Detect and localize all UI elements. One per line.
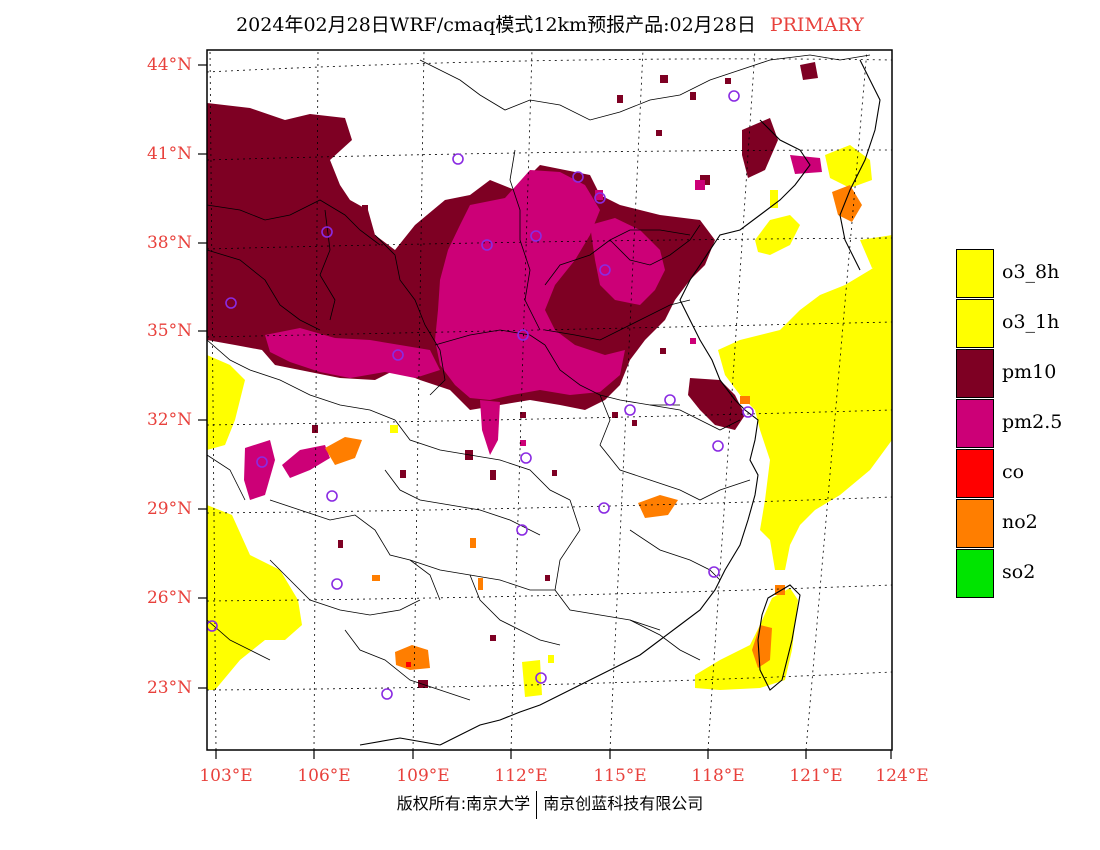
graticule (207, 50, 892, 750)
station-marker (535, 672, 547, 684)
title-text: 2024年02月28日WRF/cmaq模式12km预报产品:02月28日 (236, 14, 756, 36)
o3-region-taiwan-strait (695, 588, 798, 690)
legend-label: pm10 (1002, 361, 1057, 383)
pm25-region-central (435, 170, 625, 400)
legend-swatch (956, 449, 994, 498)
station-marker (225, 297, 237, 309)
station-marker (708, 566, 720, 578)
station-marker (517, 329, 529, 341)
station-marker (572, 171, 584, 183)
station-marker (598, 502, 610, 514)
station-marker (321, 226, 333, 238)
pm25-region-east (590, 218, 665, 305)
station-marker (530, 230, 542, 242)
lat-label-26: 26°N (146, 588, 192, 608)
legend-swatch (956, 399, 994, 448)
no2-patch-south (395, 645, 430, 670)
o3-region-ne-east (860, 235, 892, 268)
lon-label-112: 112°E (494, 766, 548, 786)
legend-label: so2 (1002, 561, 1036, 583)
station-marker (599, 264, 611, 276)
legend-swatch (956, 299, 994, 348)
station-marker (664, 394, 676, 406)
no2-patch-small-3 (372, 575, 380, 581)
o3-region-sw (207, 505, 302, 690)
station-marker (742, 406, 754, 418)
station-marker (331, 578, 343, 590)
station-marker (381, 688, 393, 700)
pm10-patch-ne2 (800, 62, 818, 80)
station-marker (712, 440, 724, 452)
co-patch-small (406, 662, 411, 667)
legend-label: o3_8h (1002, 261, 1060, 283)
speckle-pixels-yellow (390, 190, 778, 663)
o3-region-bohai (755, 215, 800, 255)
station-marker (520, 452, 532, 464)
copyright-footer: 版权所有:南京大学 南京创蓝科技有限公司 (0, 790, 1100, 819)
lon-label-118: 118°E (691, 766, 745, 786)
o3-region-ne-coast (825, 145, 872, 188)
legend-label: no2 (1002, 511, 1038, 533)
o3-region-east-sea (718, 255, 892, 570)
legend-swatch (956, 349, 994, 398)
pm25-region-ne (790, 155, 822, 174)
station-marker (481, 239, 493, 251)
station-marker (728, 90, 740, 102)
primary-pollutant-tag: PRIMARY (769, 14, 864, 36)
footer-divider (536, 790, 538, 819)
pm25-region-sw2 (282, 445, 330, 478)
station-markers (207, 90, 754, 700)
legend-swatch (956, 249, 994, 298)
lon-label-103: 103°E (199, 766, 253, 786)
pm10-patch-ne (742, 118, 778, 178)
legend-label: pm2.5 (1002, 411, 1063, 433)
station-marker (452, 153, 464, 165)
copyright-owner-university: 版权所有:南京大学 (396, 794, 531, 813)
province-boundaries (207, 54, 871, 701)
pm25-region-spur (480, 400, 500, 455)
lat-label-32: 32°N (146, 410, 192, 430)
lat-label-41: 41°N (146, 144, 192, 164)
lon-label-115: 115°E (593, 766, 647, 786)
station-marker (207, 620, 218, 632)
no2-patch-small-1 (740, 396, 750, 404)
legend-label: co (1002, 461, 1025, 483)
legend-swatch (956, 499, 994, 548)
lat-label-29: 29°N (146, 499, 192, 519)
copyright-owner-company: 南京创蓝科技有限公司 (543, 794, 704, 813)
station-marker (624, 404, 636, 416)
lon-label-109: 109°E (396, 766, 450, 786)
legend-swatch (956, 549, 994, 598)
no2-patch-south-east (638, 495, 678, 518)
lon-label-124: 124°E (875, 766, 929, 786)
lon-label-106: 106°E (297, 766, 351, 786)
pm25-region-west (265, 328, 440, 378)
station-marker (594, 192, 606, 204)
pm10-patch-east (688, 378, 745, 430)
station-marker (516, 524, 528, 536)
lat-label-35: 35°N (146, 321, 192, 341)
no2-patch-ne (832, 185, 862, 222)
axis-ticks (198, 64, 892, 759)
legend-label: o3_1h (1002, 311, 1060, 333)
no2-patch-central-west (325, 437, 362, 465)
o3-region-west (207, 355, 245, 450)
map-title: 2024年02月28日WRF/cmaq模式12km预报产品:02月28日 PRIM… (0, 10, 1100, 37)
station-marker (326, 490, 338, 502)
lat-label-23: 23°N (146, 678, 192, 698)
speckle-pixels-pink (520, 180, 705, 446)
no2-patch-small-5 (775, 585, 785, 595)
lon-label-121: 121°E (789, 766, 843, 786)
map-frame (206, 49, 893, 751)
station-marker (256, 456, 268, 468)
no2-patch-small-2 (470, 538, 476, 548)
lat-label-38: 38°N (146, 233, 192, 253)
lat-label-44: 44°N (146, 55, 192, 75)
no2-patch-small-4 (478, 578, 483, 590)
station-marker (392, 349, 404, 361)
o3-region-south (522, 660, 542, 697)
pm25-region-sw (244, 440, 275, 500)
no2-patch-taiwan (752, 625, 772, 668)
